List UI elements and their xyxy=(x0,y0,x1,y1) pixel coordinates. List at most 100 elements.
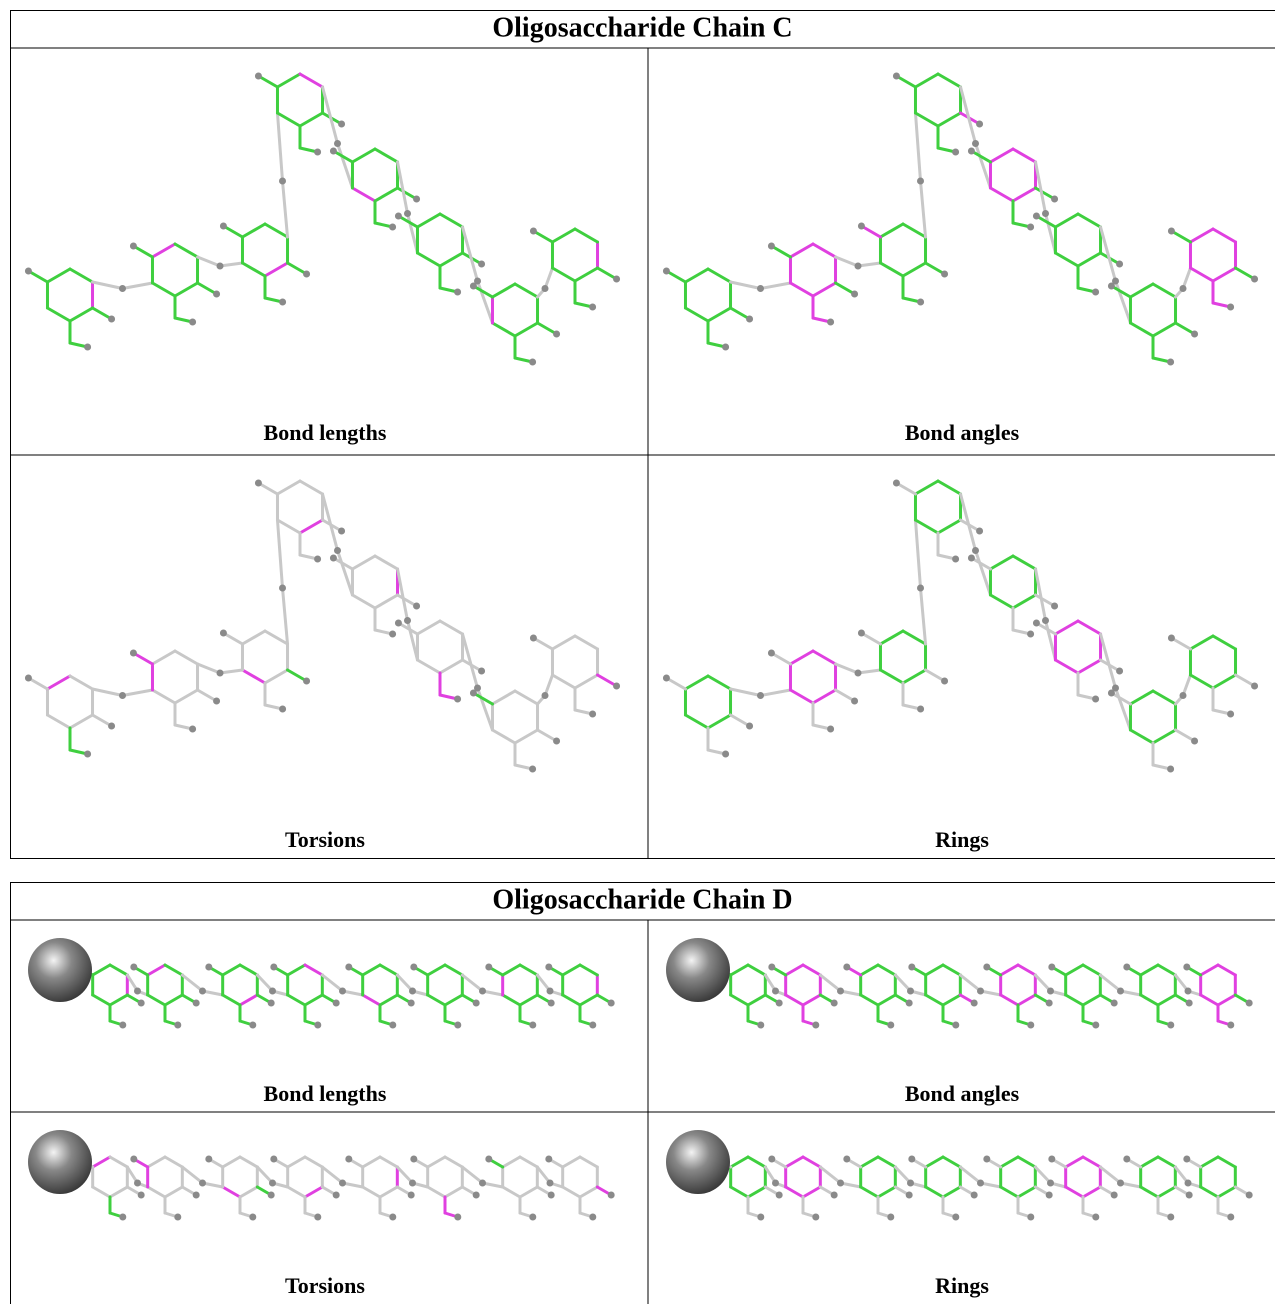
bond xyxy=(1100,975,1120,991)
atom xyxy=(772,988,779,995)
bond xyxy=(428,965,445,975)
atom xyxy=(333,1192,340,1199)
atom xyxy=(1027,224,1034,231)
bond xyxy=(575,229,598,242)
atom xyxy=(279,585,286,592)
atom xyxy=(553,738,560,745)
atom xyxy=(613,276,620,283)
bond xyxy=(363,1157,380,1167)
bond xyxy=(305,1187,322,1197)
atom xyxy=(1186,1192,1193,1199)
bond xyxy=(1001,965,1018,975)
atom xyxy=(589,1214,596,1221)
bond xyxy=(277,520,300,533)
atom xyxy=(1227,1022,1234,1029)
bond xyxy=(575,675,598,688)
bond xyxy=(70,715,93,728)
bond xyxy=(820,1167,840,1183)
bond xyxy=(288,1187,305,1197)
bond xyxy=(93,689,123,696)
molecule xyxy=(663,73,1258,366)
bond xyxy=(943,995,960,1005)
bond xyxy=(731,1157,748,1167)
bond xyxy=(1158,965,1175,975)
atom xyxy=(1167,359,1174,366)
bond xyxy=(462,1167,482,1183)
panel-caption: Torsions xyxy=(285,827,365,852)
bond xyxy=(352,188,375,201)
bond xyxy=(198,664,220,673)
table-title: Oligosaccharide Chain D xyxy=(492,884,792,915)
atom xyxy=(193,1000,200,1007)
atom xyxy=(589,304,596,311)
bond xyxy=(790,283,813,296)
bond xyxy=(1001,1157,1018,1167)
bond xyxy=(1066,1157,1083,1167)
bond xyxy=(926,1157,943,1167)
atom xyxy=(1227,304,1234,311)
atom xyxy=(547,1180,554,1187)
bond xyxy=(375,556,398,569)
molecule xyxy=(28,938,615,1029)
bond xyxy=(165,1157,182,1167)
bond xyxy=(123,283,153,289)
bond xyxy=(1201,1187,1218,1197)
bond xyxy=(165,995,182,1005)
ion-sphere xyxy=(666,1130,730,1194)
bond xyxy=(182,975,202,991)
bond xyxy=(880,224,903,237)
bond xyxy=(915,520,920,588)
atom xyxy=(983,1156,990,1163)
atom xyxy=(339,1180,346,1187)
atom xyxy=(768,1156,775,1163)
atom xyxy=(334,547,341,554)
bond xyxy=(288,995,305,1005)
bond xyxy=(223,995,240,1005)
atom xyxy=(408,1000,415,1007)
bond xyxy=(1083,995,1100,1005)
bond xyxy=(960,1167,980,1183)
atom xyxy=(843,964,850,971)
atom xyxy=(1123,964,1130,971)
bond xyxy=(915,520,938,533)
bond xyxy=(148,1157,165,1167)
atom xyxy=(339,988,346,995)
bond xyxy=(322,975,342,991)
bond xyxy=(580,1187,597,1197)
bond xyxy=(277,481,300,494)
bond xyxy=(1190,229,1213,242)
molecule xyxy=(663,480,1258,773)
bond xyxy=(938,520,961,533)
bond xyxy=(428,995,445,1005)
bond xyxy=(110,1157,127,1167)
bond xyxy=(803,995,820,1005)
atom xyxy=(479,988,486,995)
atom xyxy=(608,1192,615,1199)
bond xyxy=(1018,995,1035,1005)
bond xyxy=(960,975,980,991)
atom xyxy=(545,964,552,971)
bond xyxy=(1141,1187,1158,1197)
bond xyxy=(182,1167,202,1183)
atom xyxy=(413,603,420,610)
atom xyxy=(977,1180,984,1187)
bond xyxy=(223,1157,240,1167)
atom xyxy=(1167,1214,1174,1221)
atom xyxy=(268,1000,275,1007)
atom xyxy=(529,766,536,773)
bond xyxy=(70,308,93,321)
bond xyxy=(1213,636,1236,649)
bond xyxy=(990,595,1013,608)
bond xyxy=(790,690,813,703)
bond xyxy=(685,676,708,689)
bond xyxy=(440,621,463,634)
bond xyxy=(938,481,961,494)
atom xyxy=(410,1156,417,1163)
atom xyxy=(1108,283,1115,290)
bond xyxy=(1078,253,1101,266)
bond xyxy=(240,965,257,975)
bond xyxy=(861,1157,878,1167)
bond xyxy=(552,636,575,649)
bond xyxy=(47,308,70,321)
atom xyxy=(1116,668,1123,675)
